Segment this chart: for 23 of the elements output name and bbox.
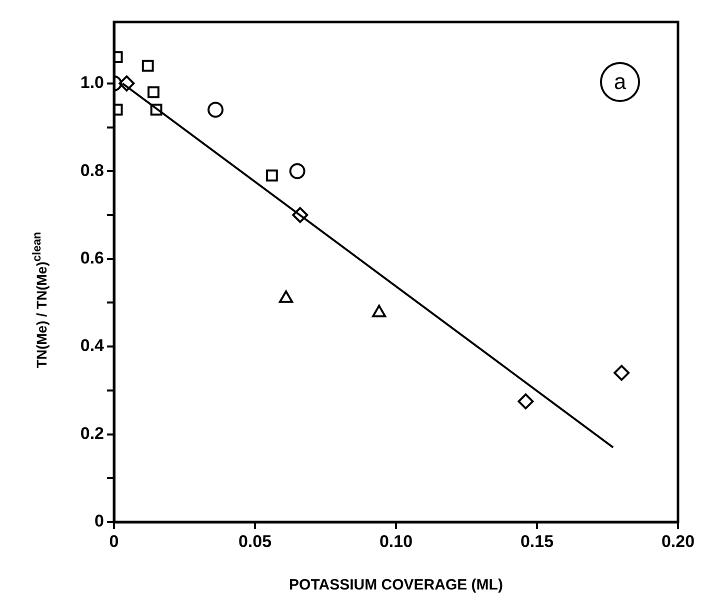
x-axis-title: POTASSIUM COVERAGE (ML)	[289, 576, 503, 594]
point	[208, 102, 224, 118]
point	[614, 364, 630, 381]
y-tick-label: 0.8	[80, 160, 104, 180]
point	[150, 104, 162, 116]
y-tick-label: 1.0	[80, 73, 104, 92]
point	[289, 163, 306, 180]
y-tick-label: 0.4	[80, 336, 105, 356]
point	[118, 75, 135, 92]
x-tick-label: 0.05	[238, 532, 272, 551]
y-tick-label: 0	[94, 512, 104, 531]
x-tick-label: 0	[109, 532, 119, 551]
y-tick-label: 0.2	[80, 424, 104, 443]
annotation: a	[600, 62, 640, 102]
point	[518, 393, 534, 410]
x-tick-label: 0.15	[520, 532, 554, 551]
point	[148, 86, 160, 98]
point	[266, 170, 278, 182]
point	[142, 60, 154, 72]
point	[292, 206, 308, 223]
y-tick-label: 0.6	[80, 248, 104, 268]
x-tick-label: 0.10	[379, 532, 413, 551]
x-tick-label: 0.20	[661, 532, 695, 551]
